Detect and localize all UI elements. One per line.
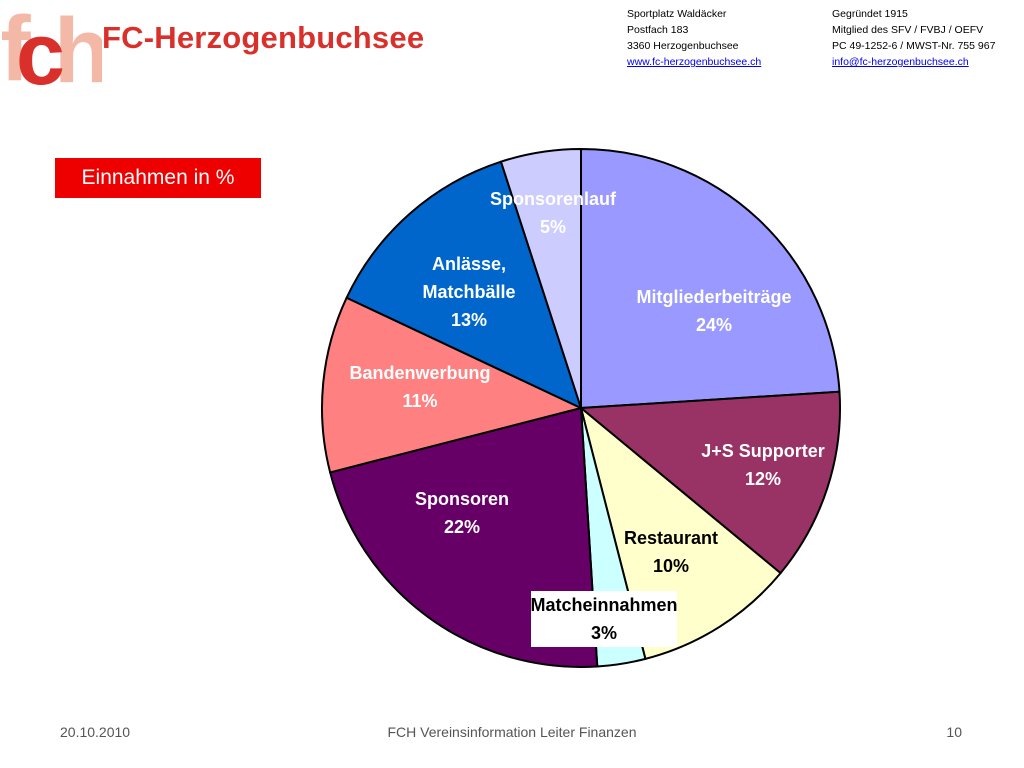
slice-label-restaurant: Restaurant 10% — [624, 528, 718, 576]
contact-address-block: Sportplatz Waldäcker Postfach 183 3360 H… — [627, 6, 761, 70]
contact-info-block: Gegründet 1915 Mitglied des SFV / FVBJ /… — [832, 6, 995, 70]
slice-value-label: 12% — [745, 469, 781, 489]
club-logo: f h c FC-Herzogenbuchsee — [0, 0, 470, 92]
footer-date: 20.10.2010 — [60, 724, 131, 740]
fch-monogram-icon: f h c — [2, 0, 102, 90]
address-line: 3360 Herzogenbuchsee — [627, 40, 739, 52]
footer-title: FCH Vereinsinformation Leiter Finanzen — [387, 724, 637, 740]
slice-label-anlaesse-matchbaelle: Anlässe, Matchbälle 13% — [422, 254, 515, 330]
pie-slice-bandenwerbung — [321, 296, 582, 474]
slice-category-label: Mitgliederbeiträge — [636, 287, 791, 307]
founded-text: Gegründet 1915 — [832, 8, 908, 20]
account-text: PC 49-1252-6 / MWST-Nr. 755 967 — [832, 40, 996, 52]
slice-value-label: 11% — [402, 391, 437, 411]
slice-category-label: Restaurant — [624, 528, 718, 548]
slice-label-matcheinnahmen: Matcheinnahmen 3% — [530, 591, 678, 647]
address-line: Postfach 183 — [627, 24, 689, 36]
slice-label-sponsorenlauf: Sponsorenlauf 5% — [490, 189, 617, 237]
pie-slice-sponsorenlauf — [499, 148, 582, 409]
pie-slice-anlaesse-matchbaelle — [345, 160, 582, 409]
membership-text: Mitglied des SFV / FVBJ / OEFV — [832, 24, 984, 36]
slice-category-label: Anlässe, — [432, 254, 506, 274]
slice-value-label: 3% — [591, 623, 617, 643]
slice-value-label: 22% — [444, 517, 480, 537]
svg-text:c: c — [16, 4, 65, 90]
pie-slice-j-s-supporter — [580, 390, 841, 575]
pie-slice-mitgliederbeitraege — [580, 148, 841, 409]
address-line: Sportplatz Waldäcker — [627, 8, 727, 20]
slice-value-label: 5% — [540, 217, 566, 237]
slice-category-label: Bandenwerbung — [349, 363, 490, 383]
slice-value-label: 10% — [653, 556, 689, 576]
club-name: FC-Herzogenbuchsee — [102, 20, 425, 55]
slice-value-label: 24% — [696, 315, 732, 335]
slice-category-label: Matcheinnahmen — [530, 595, 677, 615]
slice-label-mitgliederbeitraege: Mitgliederbeiträge 24% — [636, 287, 791, 335]
chart-title-badge: Einnahmen in % — [55, 158, 261, 198]
svg-text:h: h — [54, 0, 102, 90]
slice-label-j-s-supporter: J+S Supporter 12% — [701, 441, 825, 489]
slice-category-label: J+S Supporter — [701, 441, 825, 461]
label-background — [531, 591, 677, 647]
page-number: 10 — [946, 724, 962, 740]
slice-category-label: Matchbälle — [422, 282, 515, 302]
slice-category-label: Sponsoren — [415, 489, 509, 509]
email-link[interactable]: info@fc-herzogenbuchsee.ch — [832, 56, 969, 68]
slice-label-bandenwerbung: Bandenwerbung 11% — [349, 363, 490, 411]
website-link[interactable]: www.fc-herzogenbuchsee.ch — [627, 56, 762, 68]
slice-label-sponsoren: Sponsoren 22% — [415, 489, 509, 537]
slice-value-label: 13% — [451, 310, 487, 330]
slice-category-label: Sponsorenlauf — [490, 189, 617, 209]
pie-slice-sponsoren — [329, 407, 599, 668]
